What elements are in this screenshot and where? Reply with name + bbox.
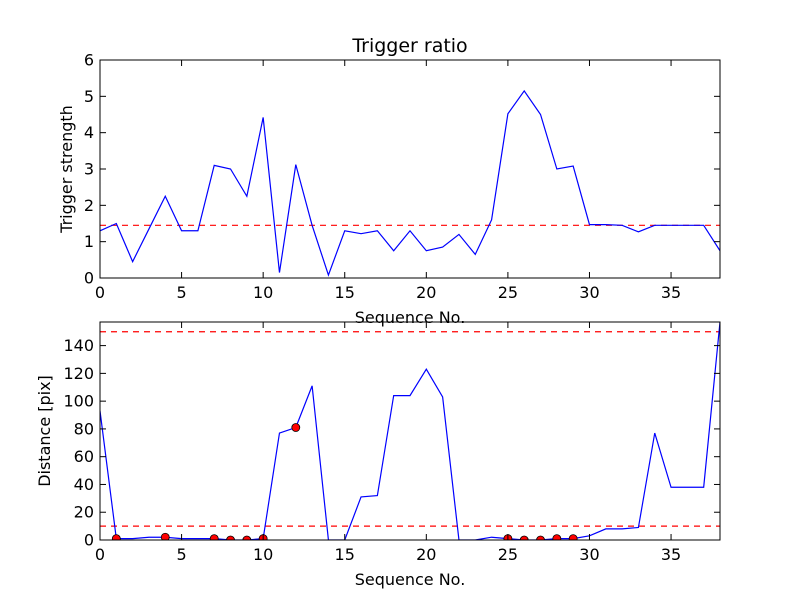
- x-tick-label: 5: [176, 545, 186, 564]
- x-tick-label: 0: [95, 545, 105, 564]
- data-point-marker: [226, 535, 235, 540]
- y-axis-label-bottom: Distance [pix]: [35, 375, 54, 487]
- y-tick-label: 40: [74, 475, 94, 494]
- axes-frame-bottom: [99, 321, 721, 541]
- series-line-bottom-0: [100, 322, 720, 540]
- y-tick-label: 100: [63, 392, 94, 411]
- trigger-ratio-chart: 0 5 10 15 20 25 30 35 0 1 2 3 4 5 6 Trigger ratio Trig…: [57, 35, 721, 302]
- y-tick-label: 2: [84, 196, 94, 215]
- y-tick-label: 120: [63, 364, 94, 383]
- y-tick-label: 0: [84, 531, 94, 550]
- distance-chart: 0 5 10 15 20 25 30 35 0 20 40 60 80 100 120 140 Sequenc…: [35, 321, 721, 589]
- y-tick-label: 4: [84, 123, 94, 142]
- chart-title-top: Trigger ratio: [351, 35, 467, 57]
- x-axis-label-top: Sequence No.: [355, 308, 466, 327]
- data-point-marker: [291, 423, 301, 432]
- data-point-marker: [536, 535, 545, 540]
- x-tick-label: 15: [335, 545, 355, 564]
- y-tick-label: 6: [84, 51, 94, 70]
- y-tick-label: 20: [74, 503, 94, 522]
- x-axis-label-bottom: Sequence No.: [355, 570, 466, 589]
- x-tick-label: 30: [579, 545, 599, 564]
- data-point-marker: [111, 534, 121, 540]
- data-point-marker: [209, 534, 219, 540]
- series-line-top-0: [100, 89, 720, 277]
- data-point-marker: [552, 534, 562, 540]
- x-tick-label: 5: [176, 283, 186, 302]
- y-tick-label: 3: [84, 160, 94, 179]
- data-point-marker: [568, 534, 578, 540]
- x-tick-label: 20: [416, 283, 436, 302]
- x-tick-label: 10: [253, 283, 273, 302]
- y-axis-label-top: Trigger strength: [57, 105, 76, 234]
- data-point-marker: [519, 535, 529, 540]
- x-tick-label: 35: [661, 283, 681, 302]
- x-tick-label: 30: [579, 283, 599, 302]
- y-tick-label: 5: [84, 87, 94, 106]
- y-tick-label: 1: [84, 232, 94, 251]
- y-tick-label: 80: [74, 419, 94, 438]
- x-tick-label: 0: [95, 283, 105, 302]
- axes-frame-top: [99, 59, 721, 279]
- y-tick-label: 140: [63, 336, 94, 355]
- data-point-marker: [242, 535, 252, 540]
- x-tick-label: 25: [498, 545, 518, 564]
- x-tick-label: 35: [661, 545, 681, 564]
- x-tick-label: 10: [253, 545, 273, 564]
- x-tick-label: 15: [335, 283, 355, 302]
- y-tick-label: 60: [74, 447, 94, 466]
- x-tick-label: 20: [416, 545, 436, 564]
- x-tick-label: 25: [498, 283, 518, 302]
- data-point-marker: [160, 532, 170, 540]
- y-tick-label: 0: [84, 269, 94, 288]
